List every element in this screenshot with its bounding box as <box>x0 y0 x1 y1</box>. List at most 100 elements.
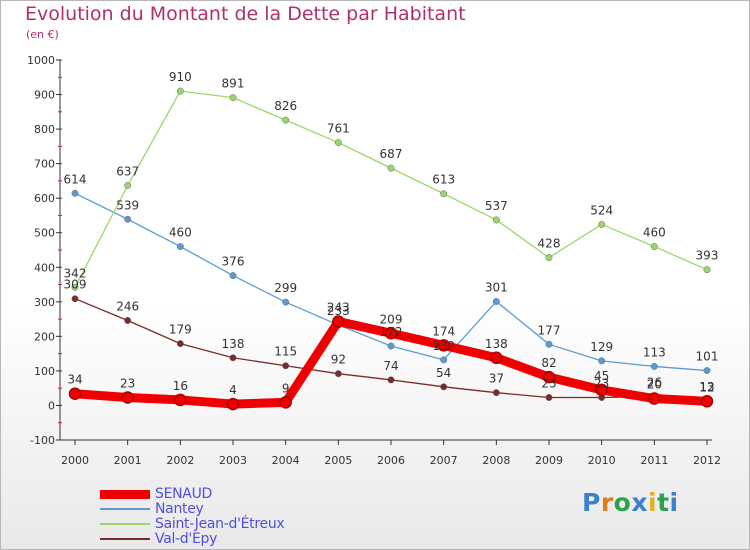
data-label: 26 <box>647 375 662 389</box>
data-label: 23 <box>120 377 135 391</box>
logo-letter: r <box>600 488 614 517</box>
x-tick-label: 2003 <box>219 454 247 467</box>
logo-letter: i <box>648 488 658 517</box>
data-point <box>124 181 132 189</box>
x-tick-label: 2000 <box>61 454 89 467</box>
x-tick-label: 2009 <box>535 454 563 467</box>
data-point <box>490 351 503 365</box>
data-label: 16 <box>173 379 188 393</box>
y-tick-label: 0 <box>48 399 55 412</box>
data-point <box>545 394 553 401</box>
legend-swatch <box>100 508 150 510</box>
data-label: 82 <box>541 356 556 370</box>
data-point <box>598 357 606 365</box>
data-label: 613 <box>432 173 455 187</box>
data-point <box>700 395 714 408</box>
data-label: 13 <box>699 380 714 394</box>
data-point <box>703 266 711 274</box>
data-point <box>545 254 553 262</box>
data-label: 138 <box>222 337 245 351</box>
data-label: 34 <box>67 373 82 387</box>
data-point <box>229 94 237 102</box>
y-tick-label: 900 <box>34 89 55 102</box>
proxiti-logo: Proxiti <box>582 488 679 517</box>
data-point <box>124 317 132 324</box>
y-tick-label: 700 <box>34 158 55 171</box>
data-label: 910 <box>169 70 192 84</box>
y-tick-label: 500 <box>34 227 55 240</box>
data-label: 243 <box>327 301 350 315</box>
data-point <box>387 342 395 350</box>
data-label: 101 <box>696 350 719 364</box>
data-point <box>174 393 187 407</box>
data-label: 537 <box>485 199 508 213</box>
logo-letter: t <box>657 488 670 517</box>
data-point <box>334 370 342 378</box>
x-tick-label: 2012 <box>693 454 721 467</box>
data-label: 23 <box>594 377 609 391</box>
x-tick-label: 2002 <box>166 454 194 467</box>
data-label: 761 <box>327 122 350 136</box>
legend-swatch <box>100 523 150 525</box>
data-label: 4 <box>229 383 237 397</box>
data-label: 177 <box>538 323 561 337</box>
data-point <box>176 87 184 95</box>
legend-label: SENAUD <box>155 486 213 502</box>
data-point <box>68 387 82 400</box>
data-label: 115 <box>274 345 297 359</box>
data-label: 23 <box>541 377 556 391</box>
data-label: 301 <box>485 280 508 294</box>
data-label: 12 <box>699 380 714 394</box>
data-label: 299 <box>274 281 297 295</box>
legend-label: Val-d'Epy <box>155 531 218 547</box>
logo-letter: i <box>669 488 679 517</box>
data-point <box>229 354 237 362</box>
logo-letter: x <box>631 488 648 517</box>
y-tick-label: 400 <box>34 261 55 274</box>
data-point <box>440 356 448 364</box>
y-tick-label: 800 <box>34 123 55 136</box>
data-point <box>492 216 500 224</box>
x-tick-label: 2010 <box>588 454 616 467</box>
data-point <box>176 340 184 348</box>
x-tick-label: 2005 <box>324 454 352 467</box>
data-point <box>384 327 398 340</box>
data-label: 172 <box>380 325 403 339</box>
legend-label: Saint-Jean-d'Étreux <box>155 516 285 532</box>
data-point <box>226 397 240 411</box>
data-label: 9 <box>282 381 290 395</box>
legend-swatch <box>100 538 150 540</box>
data-label: 342 <box>64 266 87 280</box>
y-tick-label: 100 <box>34 365 55 378</box>
data-label: 209 <box>380 312 403 326</box>
data-point <box>387 164 395 172</box>
data-point <box>229 272 237 280</box>
data-label: 113 <box>643 345 666 359</box>
chart-title: Evolution du Montant de la Dette par Hab… <box>25 3 466 25</box>
data-label: 614 <box>64 172 87 186</box>
data-point <box>124 215 132 223</box>
data-label: 129 <box>590 340 613 354</box>
data-label: 524 <box>590 203 613 217</box>
data-point <box>334 139 342 147</box>
y-tick-label: 300 <box>34 296 55 309</box>
data-point <box>440 383 448 391</box>
x-tick-label: 2008 <box>482 454 510 467</box>
data-label: 138 <box>485 337 508 351</box>
x-tick-label: 2011 <box>640 454 668 467</box>
data-label: 826 <box>274 99 297 113</box>
data-point <box>492 389 500 397</box>
data-label: 45 <box>594 369 609 383</box>
data-point <box>71 283 79 291</box>
data-point <box>176 243 184 250</box>
data-label: 233 <box>327 304 350 318</box>
data-point <box>71 295 79 303</box>
data-point <box>282 298 290 306</box>
x-tick-label: 2001 <box>114 454 142 467</box>
data-label: 174 <box>432 324 455 338</box>
x-tick-label: 2007 <box>430 454 458 467</box>
y-tick-label: 1000 <box>27 54 55 67</box>
data-label: 687 <box>380 147 403 161</box>
